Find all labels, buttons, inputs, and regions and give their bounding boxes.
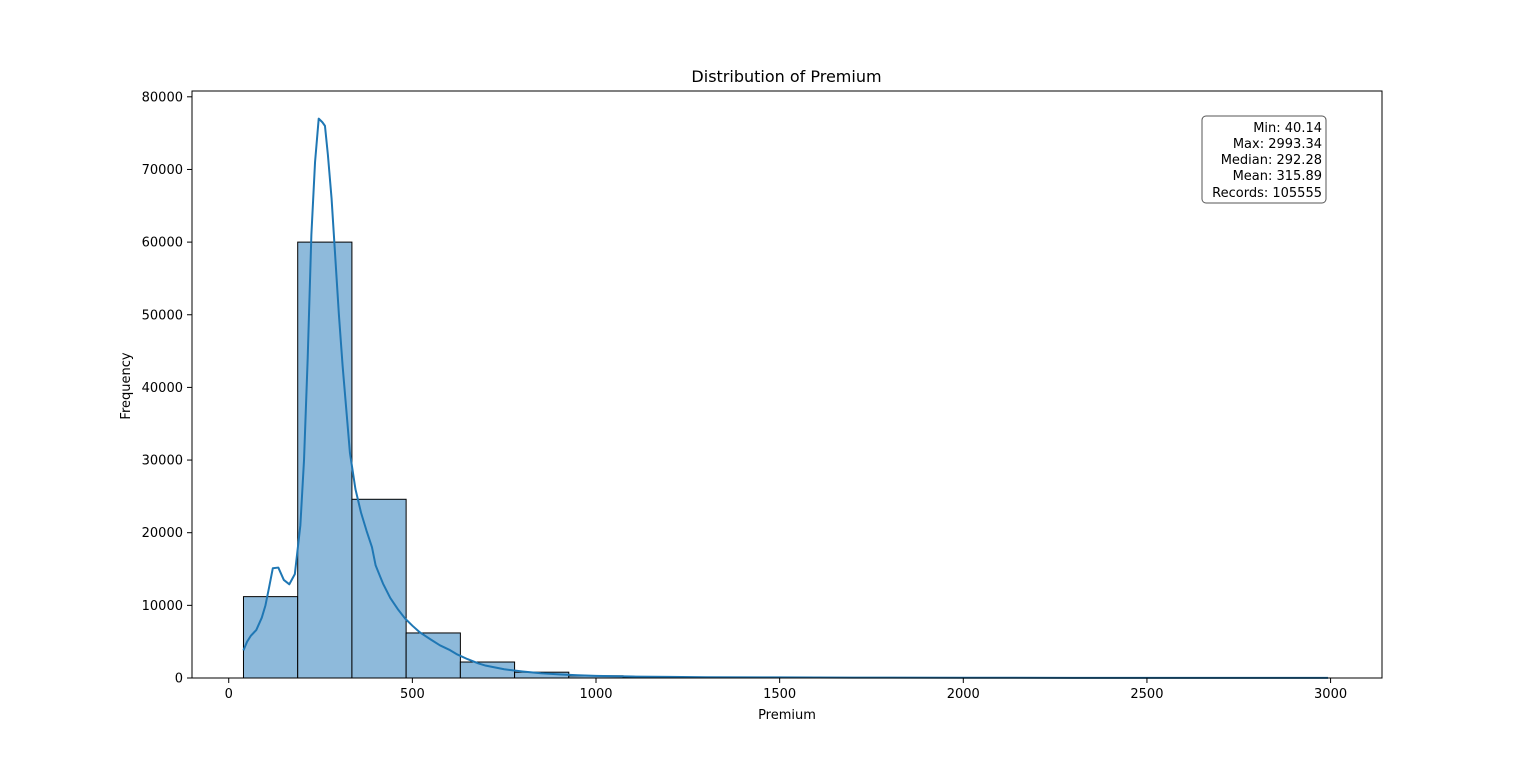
chart-title: Distribution of Premium <box>691 67 881 86</box>
stats-records: Records: 105555 <box>1212 186 1322 201</box>
kde-curve <box>242 117 1329 679</box>
x-axis-ticks: 0 500 1000 1500 2000 2500 3000 <box>225 678 1347 702</box>
x-tick-label: 500 <box>400 687 425 702</box>
histogram-bar <box>351 498 407 679</box>
x-tick-label: 2500 <box>1130 687 1163 702</box>
histogram-bar <box>242 596 299 679</box>
y-axis-ticks: 0 10000 20000 30000 40000 50000 60000 70000 8000… <box>142 90 192 687</box>
y-axis-title: Frequency <box>119 352 134 419</box>
x-tick-label: 0 <box>225 687 233 702</box>
stats-box: Min: 40.14 Max: 2993.34 Median: 292.28 M… <box>1201 115 1327 204</box>
histogram-bar <box>405 632 461 679</box>
stats-mean: Mean: 315.89 <box>1233 169 1322 184</box>
y-tick-label: 60000 <box>142 236 183 251</box>
stats-box-frame <box>1201 115 1327 204</box>
y-tick-label: 30000 <box>142 454 183 469</box>
x-axis-title: Premium <box>758 708 816 723</box>
x-tick-label: 2000 <box>947 687 980 702</box>
plot-frame <box>191 90 1383 679</box>
y-tick-label: 40000 <box>142 381 183 396</box>
x-tick-label: 1500 <box>763 687 796 702</box>
kde-curve-layer <box>242 117 1329 679</box>
x-tick-label: 3000 <box>1314 687 1347 702</box>
y-tick-label: 50000 <box>142 308 183 323</box>
y-tick-label: 10000 <box>142 599 183 614</box>
stats-median: Median: 292.28 <box>1221 153 1322 168</box>
histogram-bar <box>297 241 353 679</box>
stats-min: Min: 40.14 <box>1253 121 1322 136</box>
y-tick-label: 20000 <box>142 526 183 541</box>
histogram-bars <box>242 241 1329 679</box>
y-tick-label: 0 <box>175 672 183 687</box>
x-tick-label: 1000 <box>579 687 612 702</box>
y-tick-label: 80000 <box>142 90 183 105</box>
y-tick-label: 70000 <box>142 163 183 178</box>
stats-max: Max: 2993.34 <box>1233 137 1322 152</box>
